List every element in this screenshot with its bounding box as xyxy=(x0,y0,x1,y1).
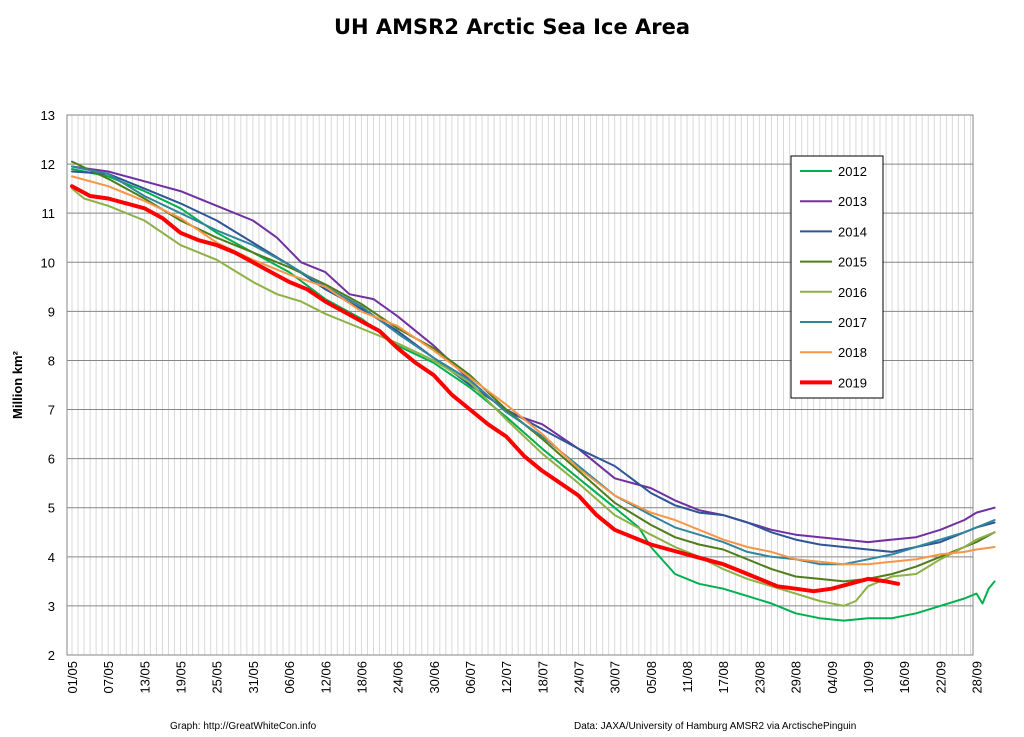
y-tick-label: 9 xyxy=(48,304,55,319)
series-line-2015 xyxy=(71,160,996,583)
y-tick-label: 4 xyxy=(48,550,55,565)
y-tick-label: 7 xyxy=(48,403,55,418)
y-tick-label: 10 xyxy=(41,255,55,270)
legend-label-2019: 2019 xyxy=(838,375,867,390)
x-tick-label: 17/08 xyxy=(716,661,731,694)
x-tick-label: 22/09 xyxy=(933,661,948,694)
x-tick-label: 24/07 xyxy=(572,661,587,694)
x-tick-label: 19/05 xyxy=(174,661,189,694)
series-line-2018 xyxy=(71,175,996,566)
x-tick-label: 28/09 xyxy=(970,661,985,694)
chart-title: UH AMSR2 Arctic Sea Ice Area xyxy=(334,15,690,39)
legend-label-2016: 2016 xyxy=(838,285,867,300)
legend-label-2013: 2013 xyxy=(838,194,867,209)
x-tick-label: 01/05 xyxy=(65,661,80,694)
x-tick-label: 11/08 xyxy=(680,661,695,693)
x-tick-label: 10/09 xyxy=(861,661,876,694)
x-tick-label: 18/06 xyxy=(354,661,369,694)
legend-label-2012: 2012 xyxy=(838,164,867,179)
y-tick-label: 2 xyxy=(48,648,55,663)
x-tick-label: 12/06 xyxy=(318,661,333,694)
legend-label-2014: 2014 xyxy=(838,224,867,239)
x-tick-label: 23/08 xyxy=(752,661,767,694)
x-tick-label: 31/05 xyxy=(246,661,261,694)
series-line-2017 xyxy=(71,165,996,566)
series-line-2016 xyxy=(71,187,996,607)
credit-right: Data: JAXA/University of Hamburg AMSR2 v… xyxy=(574,721,856,732)
x-tick-label: 16/09 xyxy=(897,661,912,694)
series-line-2014 xyxy=(71,170,996,553)
x-tick-label: 04/09 xyxy=(825,661,840,694)
x-tick-label: 29/08 xyxy=(789,661,804,694)
legend-box xyxy=(790,155,884,399)
y-tick-label: 8 xyxy=(48,353,55,368)
y-axis-ticks: 2 3 4 5 6 7 8 9 10 11 12 13 xyxy=(41,108,55,663)
y-tick-label: 3 xyxy=(48,599,55,614)
y-tick-label: 13 xyxy=(41,108,55,123)
x-tick-label: 13/05 xyxy=(137,661,152,694)
y-tick-label: 12 xyxy=(41,157,55,172)
y-tick-label: 6 xyxy=(48,452,55,467)
x-tick-label: 24/06 xyxy=(391,661,406,694)
x-tick-label: 06/06 xyxy=(282,661,297,694)
plot-area xyxy=(66,114,974,656)
x-tick-label: 30/06 xyxy=(427,661,442,694)
y-axis-label: Million km² xyxy=(10,350,25,419)
series-lines xyxy=(70,160,996,622)
series-line-2013 xyxy=(71,165,996,544)
x-tick-label: 05/08 xyxy=(644,661,659,694)
legend: 2012 2013 2014 2015 2016 2017 2018 2019 xyxy=(790,155,884,399)
x-tick-label: 06/07 xyxy=(463,661,478,694)
x-tick-label: 12/07 xyxy=(499,661,514,694)
x-tick-label: 07/05 xyxy=(101,661,116,694)
series-line-2019 xyxy=(70,184,901,594)
credit-left: Graph: http://GreatWhiteCon.info xyxy=(170,721,317,732)
series-line-2012 xyxy=(71,168,996,622)
legend-label-2015: 2015 xyxy=(838,255,867,270)
y-tick-label: 11 xyxy=(42,206,56,221)
y-tick-label: 5 xyxy=(48,501,55,516)
x-axis-ticks: 01/05 07/05 13/05 19/05 25/05 31/05 06/06 12/06… xyxy=(65,661,985,694)
x-tick-label: 25/05 xyxy=(210,661,225,694)
x-tick-label: 18/07 xyxy=(535,661,550,694)
legend-label-2017: 2017 xyxy=(838,315,867,330)
x-tick-label: 30/07 xyxy=(608,661,623,694)
legend-label-2018: 2018 xyxy=(838,345,867,360)
